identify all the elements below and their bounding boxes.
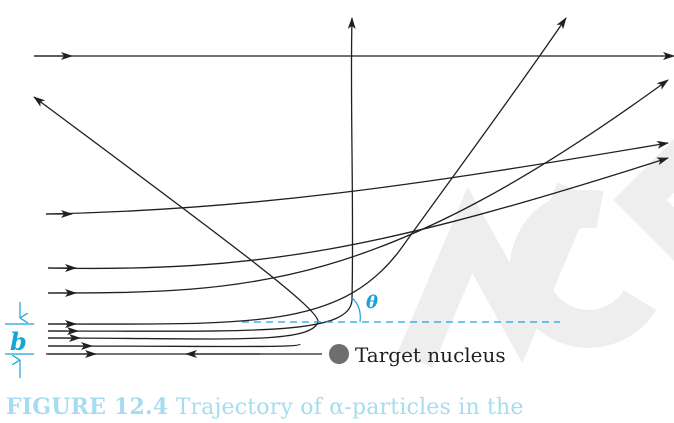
trajectory-large-deflection <box>47 17 567 325</box>
impact-parameter-annotation <box>5 302 34 378</box>
trajectory-moderate-deflection-1 <box>47 157 669 270</box>
trajectory-small-deflection <box>45 140 669 215</box>
figure-caption-text: Trajectory of α-particles in the <box>175 395 524 420</box>
target-nucleus-label: Target nucleus <box>355 343 506 367</box>
scattering-diagram: θ b Target nucleus <box>5 17 674 378</box>
trajectory-head-on <box>47 343 301 348</box>
scattering-angle-annotation <box>242 296 560 323</box>
figure-number: FIGURE 12.4 <box>6 394 169 420</box>
trajectory-backscatter-upper <box>33 96 319 340</box>
impact-parameter-label: b <box>10 327 27 356</box>
angle-arc <box>350 296 361 323</box>
angle-theta-label: θ <box>366 292 378 313</box>
target-nucleus <box>329 344 349 364</box>
trajectory-moderate-deflection-2 <box>47 79 669 294</box>
trajectory-right-angle <box>47 17 356 332</box>
figure-caption: FIGURE 12.4 Trajectory of α-particles in… <box>6 392 674 423</box>
